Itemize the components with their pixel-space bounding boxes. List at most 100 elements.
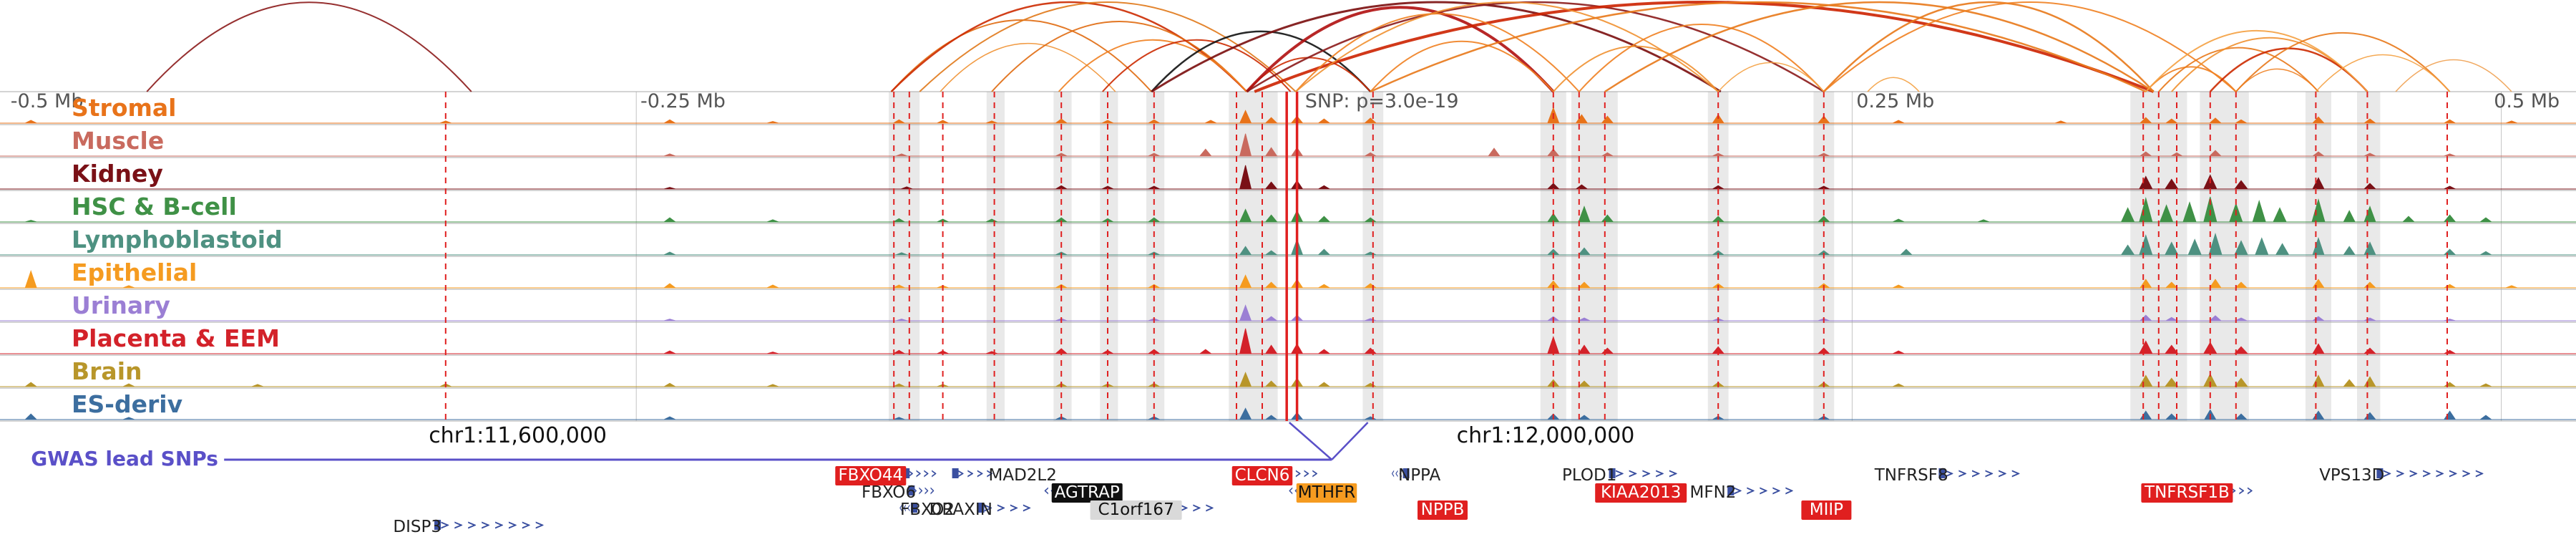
track-label-urinary[interactable]: Urinary bbox=[72, 291, 170, 319]
interaction-arc bbox=[1823, 1, 2155, 92]
track-signal-es-deriv bbox=[0, 407, 2576, 420]
gene-label-fbxo6[interactable]: FBXO6 bbox=[862, 483, 916, 502]
gene-label-tnfrsf8[interactable]: TNFRSF8 bbox=[1874, 466, 1948, 485]
track-label-stromal[interactable]: Stromal bbox=[72, 94, 176, 122]
track-label-lymphoblastoid[interactable]: Lymphoblastoid bbox=[72, 226, 283, 253]
gene-model-arrows: ›››› bbox=[982, 499, 1033, 517]
interaction-arc bbox=[1867, 77, 1920, 92]
interaction-arc bbox=[890, 1, 1248, 92]
track-label-placenta-eem[interactable]: Placenta & EEM bbox=[72, 324, 280, 352]
track-label-es-deriv[interactable]: ES-deriv bbox=[72, 390, 183, 418]
gene-label-agtrap[interactable]: AGTRAP bbox=[1055, 483, 1120, 502]
gene-label-box bbox=[1231, 466, 1293, 485]
gene-model-arrows: ›››››› bbox=[1942, 465, 2022, 483]
gene-label-disp3[interactable]: DISP3 bbox=[393, 518, 441, 536]
gene-label-box bbox=[1296, 483, 1357, 503]
gene-model-arrows: ››››› bbox=[1613, 465, 1680, 483]
interaction-arc bbox=[1058, 39, 1248, 92]
gwas-label[interactable]: GWAS lead SNPs bbox=[31, 447, 218, 470]
gene-exon-block bbox=[903, 468, 910, 478]
gene-exon-block bbox=[911, 503, 917, 513]
gene-label-miip[interactable]: MIIP bbox=[1810, 500, 1843, 519]
track-label-kidney[interactable]: Kidney bbox=[72, 160, 163, 188]
gene-model-arrows: ‹‹‹‹ bbox=[1391, 465, 1407, 483]
interaction-arc bbox=[2315, 54, 2451, 92]
axis-label: -0.5 Mb bbox=[11, 90, 84, 112]
gene-label-box bbox=[1090, 500, 1182, 520]
gene-label-kiaa2013[interactable]: KIAA2013 bbox=[1601, 483, 1682, 502]
interaction-arc bbox=[2145, 30, 2368, 92]
gene-exon-block bbox=[908, 485, 915, 495]
gene-label-mfn2[interactable]: MFN2 bbox=[1690, 483, 1737, 502]
gene-label-clcn6[interactable]: CLCN6 bbox=[1235, 466, 1290, 485]
track-signal-stromal bbox=[0, 107, 2576, 124]
gene-label-fbxo44[interactable]: FBXO44 bbox=[838, 466, 903, 485]
interaction-arc bbox=[1553, 45, 1719, 92]
coordinate-tick: chr1:11,600,000 bbox=[429, 423, 607, 448]
gene-model-arrows: ›››› bbox=[907, 465, 937, 483]
interaction-arc bbox=[2158, 47, 2319, 92]
track-label-muscle[interactable]: Muscle bbox=[72, 127, 164, 155]
gene-label-box bbox=[1801, 500, 1852, 520]
gene-label-nppb[interactable]: NPPB bbox=[1421, 500, 1465, 519]
gene-label-plod1[interactable]: PLOD1 bbox=[1562, 466, 1616, 485]
gene-exon-block bbox=[1402, 468, 1410, 478]
gene-model-arrows: ››››› bbox=[1731, 482, 1795, 500]
interaction-arc bbox=[890, 19, 1152, 92]
interaction-arc bbox=[1604, 1, 2155, 93]
gene-exon-block bbox=[977, 503, 985, 513]
interaction-arc bbox=[991, 20, 1248, 92]
gene-model-arrows: ›››››››› bbox=[2380, 465, 2486, 483]
interaction-arc bbox=[940, 43, 1116, 92]
gene-model-arrows: ›››› bbox=[956, 465, 995, 483]
gene-label-tnfrsf1b[interactable]: TNFRSF1B bbox=[2144, 483, 2230, 502]
interaction-arc bbox=[1295, 13, 1580, 92]
interaction-arc bbox=[1246, 1, 1825, 93]
interaction-arc bbox=[1295, 1, 1719, 92]
interaction-arc bbox=[2395, 59, 2512, 92]
interaction-arc bbox=[1254, 1, 2155, 93]
interaction-arc bbox=[1579, 23, 1825, 92]
gene-label-nppa[interactable]: NPPA bbox=[1398, 466, 1440, 485]
interaction-arc bbox=[1823, 1, 2237, 92]
gene-label-fbxo2[interactable]: FBXO2 bbox=[900, 500, 955, 519]
interaction-arc bbox=[1717, 62, 1825, 92]
track-label-brain[interactable]: Brain bbox=[72, 357, 142, 385]
track-signal-kidney bbox=[0, 165, 2576, 190]
gene-label-box bbox=[1595, 483, 1687, 503]
interaction-arc bbox=[1370, 40, 1554, 92]
track-signal-brain bbox=[0, 372, 2576, 387]
track-signal-urinary bbox=[0, 304, 2576, 321]
gene-exon-block bbox=[1938, 468, 1946, 478]
coordinate-tick: chr1:12,000,000 bbox=[1457, 423, 1635, 448]
gene-label-box bbox=[835, 466, 907, 485]
track-signal-placenta-eem bbox=[0, 328, 2576, 354]
gene-label-mthfr[interactable]: MTHFR bbox=[1298, 483, 1355, 502]
gene-label-box bbox=[1051, 483, 1123, 503]
track-label-epithelial[interactable]: Epithelial bbox=[72, 258, 197, 286]
gene-model-arrows: ‹‹‹‹ bbox=[899, 499, 914, 517]
gene-exon-block bbox=[434, 520, 441, 530]
interaction-arc bbox=[2235, 32, 2451, 92]
track-signal-epithelial bbox=[0, 270, 2576, 289]
gwas-pointer bbox=[1288, 422, 1333, 460]
axis-label: 0.25 Mb bbox=[1856, 90, 1934, 112]
gene-label-vps13d[interactable]: VPS13D bbox=[2319, 466, 2384, 485]
interaction-arc bbox=[2235, 68, 2319, 92]
gene-exon-block bbox=[1609, 468, 1616, 478]
gene-exon-block bbox=[952, 468, 959, 478]
axis-label: SNP: p=3.0e-19 bbox=[1305, 90, 1459, 112]
interaction-arc bbox=[1151, 1, 1722, 93]
gene-label-draxin[interactable]: DRAXIN bbox=[930, 500, 992, 519]
gene-exon-block bbox=[1727, 485, 1735, 495]
gene-model-arrows: ›››››››› bbox=[438, 516, 546, 534]
track-label-hsc-b-cell[interactable]: HSC & B-cell bbox=[72, 193, 237, 221]
gene-model-arrows: ›››› bbox=[912, 482, 935, 500]
gene-label-mad2l2[interactable]: MAD2L2 bbox=[989, 466, 1057, 485]
gene-label-c1orf167[interactable]: C1orf167 bbox=[1098, 500, 1174, 519]
track-signal-muscle bbox=[0, 133, 2576, 157]
gene-label-box bbox=[1418, 500, 1468, 520]
interaction-arc bbox=[146, 1, 472, 92]
